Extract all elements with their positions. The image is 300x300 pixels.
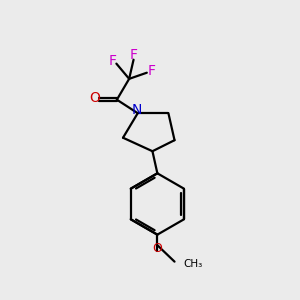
Text: CH₃: CH₃ xyxy=(183,259,203,269)
Text: F: F xyxy=(130,48,138,62)
Text: O: O xyxy=(152,242,162,255)
Text: F: F xyxy=(109,54,117,68)
Text: O: O xyxy=(89,92,100,106)
Text: N: N xyxy=(131,103,142,117)
Text: F: F xyxy=(147,64,155,79)
